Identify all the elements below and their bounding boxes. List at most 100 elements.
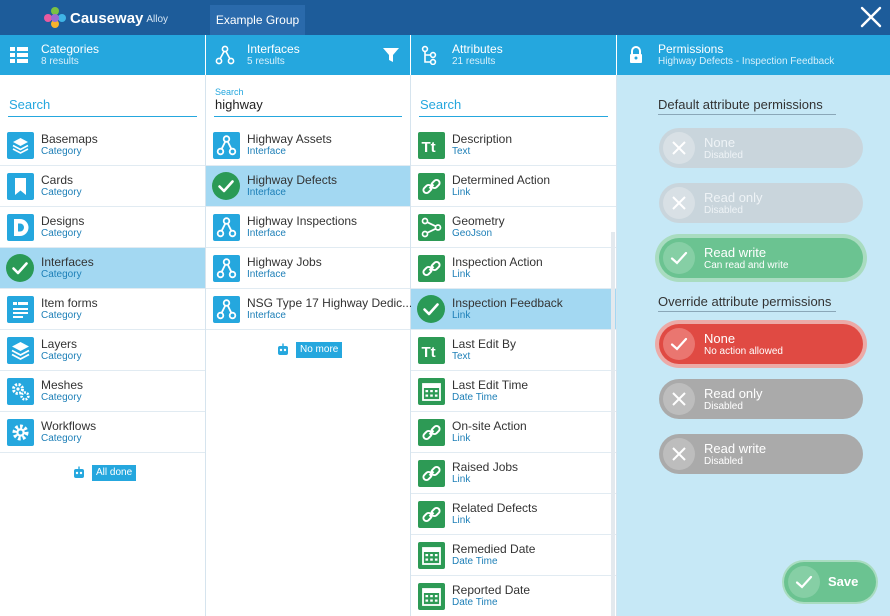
list-item[interactable]: Designs Category <box>0 207 205 248</box>
list-item[interactable]: Item forms Category <box>0 289 205 330</box>
list-item-selected[interactable]: Inspection Feedback Link <box>411 289 616 330</box>
item-type: Link <box>452 433 471 444</box>
check-icon <box>788 566 820 598</box>
item-name: Determined Action <box>452 173 551 187</box>
list-item[interactable]: Highway Assets Interface <box>206 125 410 166</box>
app-suffix: Alloy <box>146 14 169 25</box>
attributes-search-input[interactable] <box>419 95 608 117</box>
interface-icon <box>213 296 240 323</box>
item-name: Description <box>452 132 513 146</box>
categories-search-input[interactable] <box>8 95 197 117</box>
item-type: Interface <box>247 187 286 198</box>
attributes-scrollbar[interactable] <box>611 232 615 616</box>
filter-icon[interactable] <box>382 46 400 64</box>
svg-text:Tt: Tt <box>422 139 436 156</box>
list-item[interactable]: Geometry GeoJson <box>411 207 616 248</box>
list-item[interactable]: Highway Jobs Interface <box>206 248 410 289</box>
item-type: Text <box>452 146 471 157</box>
link-icon <box>418 501 445 528</box>
list-item[interactable]: Meshes Category <box>0 371 205 412</box>
default-read-only-toggle[interactable]: Read only Disabled <box>659 183 863 223</box>
permissions-panel: Default attribute permissions None Disab… <box>617 75 890 616</box>
list-item[interactable]: Last Edit Time Date Time <box>411 371 616 412</box>
calendar-icon <box>418 378 445 405</box>
categories-footer: All done <box>72 465 137 481</box>
list-item[interactable]: Related Defects Link <box>411 494 616 535</box>
interface-icon <box>213 132 240 159</box>
item-type: Interface <box>247 310 286 321</box>
toggle-sub: Disabled <box>704 205 743 216</box>
item-name: Highway Inspections <box>247 214 358 228</box>
list-item[interactable]: Cards Category <box>0 166 205 207</box>
item-name: Raised Jobs <box>452 460 519 474</box>
categories-header: Categories 8 results <box>0 35 205 75</box>
list-item[interactable]: Tt Description Text <box>411 125 616 166</box>
item-name: Related Defects <box>452 501 538 515</box>
item-name: Workflows <box>41 419 97 433</box>
toggle-sub: Disabled <box>704 150 743 161</box>
interface-icon <box>213 255 240 282</box>
list-item[interactable]: Determined Action Link <box>411 166 616 207</box>
list-item[interactable]: Workflows Category <box>0 412 205 453</box>
item-name: Designs <box>41 214 85 228</box>
close-icon[interactable] <box>858 4 884 30</box>
item-type: Link <box>452 474 471 485</box>
x-icon <box>663 187 695 219</box>
item-type: Category <box>41 392 82 403</box>
gears-icon <box>7 378 34 405</box>
item-name: Item forms <box>41 296 98 310</box>
list-item[interactable]: Reported Date Date Time <box>411 576 616 616</box>
svg-text:Tt: Tt <box>422 344 436 361</box>
default-none-toggle[interactable]: None Disabled <box>659 128 863 168</box>
item-name: Remedied Date <box>452 542 536 556</box>
list-item[interactable]: Raised Jobs Link <box>411 453 616 494</box>
list-item[interactable]: Highway Inspections Interface <box>206 207 410 248</box>
attributes-header: Attributes 21 results <box>411 35 616 75</box>
list-item[interactable]: Remedied Date Date Time <box>411 535 616 576</box>
toggle-sub: No action allowed <box>704 346 783 357</box>
interfaces-search-input[interactable] <box>214 95 402 117</box>
item-name: Inspection Action <box>452 255 543 269</box>
default-permissions-title: Default attribute permissions <box>658 97 836 115</box>
list-item[interactable]: Tt Last Edit By Text <box>411 330 616 371</box>
item-type: Text <box>452 351 471 362</box>
list-item[interactable]: Inspection Action Link <box>411 248 616 289</box>
link-icon <box>418 419 445 446</box>
item-type: Category <box>41 433 82 444</box>
item-type: Category <box>41 310 82 321</box>
interfaces-search-label: Search <box>215 87 244 97</box>
interfaces-column: Search Highway Assets Interface Highway … <box>206 75 412 616</box>
check-icon <box>663 242 695 274</box>
interface-icon <box>215 45 235 65</box>
x-icon <box>663 132 695 164</box>
robot-icon <box>74 466 84 478</box>
list-item[interactable]: Layers Category <box>0 330 205 371</box>
causeway-logo-icon <box>44 7 66 29</box>
list-item[interactable]: Basemaps Category <box>0 125 205 166</box>
item-name: Meshes <box>41 378 84 392</box>
interfaces-count: 5 results <box>247 56 285 67</box>
override-none-toggle[interactable]: None No action allowed <box>659 324 863 364</box>
list-item-selected[interactable]: Highway Defects Interface <box>206 166 410 207</box>
item-type: Date Time <box>452 597 498 608</box>
item-type: Category <box>41 269 82 280</box>
text-tt-icon: Tt <box>418 132 445 159</box>
item-name: Inspection Feedback <box>452 296 563 310</box>
item-type: Link <box>452 310 471 321</box>
check-icon <box>212 172 240 200</box>
override-read-only-toggle[interactable]: Read only Disabled <box>659 379 863 419</box>
item-name: Highway Jobs <box>247 255 322 269</box>
list-item[interactable]: NSG Type 17 Highway Dedic... Interface <box>206 289 412 330</box>
toggle-label: None <box>704 331 736 346</box>
list-item[interactable]: On-site Action Link <box>411 412 616 453</box>
item-type: Interface <box>247 228 286 239</box>
default-read-write-toggle[interactable]: Read write Can read and write <box>659 238 863 278</box>
list-item-selected[interactable]: Interfaces Category <box>0 248 205 289</box>
override-read-write-toggle[interactable]: Read write Disabled <box>659 434 863 474</box>
attributes-search <box>419 75 608 125</box>
save-label: Save <box>828 574 859 589</box>
layers-box-icon <box>7 132 34 159</box>
save-button[interactable]: Save <box>784 562 876 602</box>
group-tab[interactable]: Example Group <box>210 5 305 35</box>
